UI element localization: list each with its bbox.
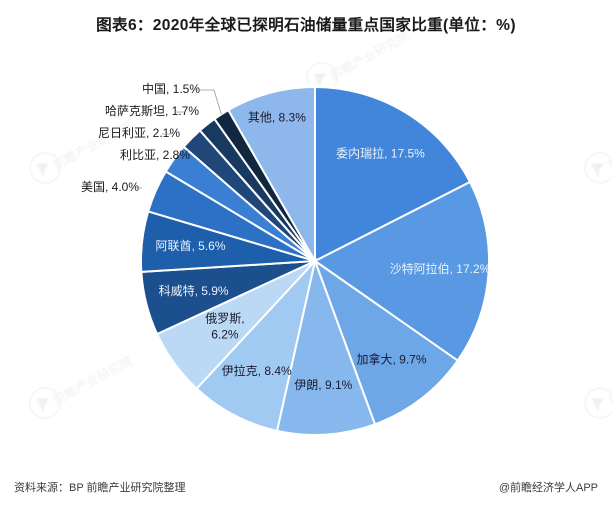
svg-text:尼日利亚, 2.1%: 尼日利亚, 2.1% (98, 126, 180, 140)
svg-text:科威特, 5.9%: 科威特, 5.9% (159, 283, 229, 298)
svg-text:中国, 1.5%: 中国, 1.5% (142, 81, 200, 96)
svg-text:前瞻产业研究院: 前瞻产业研究院 (605, 118, 612, 173)
svg-text:伊朗, 9.1%: 伊朗, 9.1% (294, 378, 352, 392)
svg-text:6.2%: 6.2% (211, 328, 239, 342)
svg-text:伊拉克, 8.4%: 伊拉克, 8.4% (222, 363, 292, 378)
svg-text:前瞻产业研究院: 前瞻产业研究院 (327, 28, 412, 83)
svg-text:利比亚, 2.8%: 利比亚, 2.8% (120, 148, 190, 162)
svg-text:俄罗斯,: 俄罗斯, (205, 312, 244, 326)
svg-text:加拿大, 9.7%: 加拿大, 9.7% (356, 351, 426, 366)
svg-text:前瞻产业研究院: 前瞻产业研究院 (50, 353, 135, 408)
svg-text:美国, 4.0%: 美国, 4.0% (81, 180, 139, 194)
svg-text:前瞻产业研究院: 前瞻产业研究院 (605, 353, 612, 408)
svg-text:沙特阿拉伯, 17.2%: 沙特阿拉伯, 17.2% (390, 261, 491, 276)
svg-text:委内瑞拉, 17.5%: 委内瑞拉, 17.5% (336, 145, 425, 160)
svg-text:阿联酋, 5.6%: 阿联酋, 5.6% (155, 238, 225, 253)
svg-text:哈萨克斯坦, 1.7%: 哈萨克斯坦, 1.7% (105, 104, 199, 118)
svg-text:其他, 8.3%: 其他, 8.3% (248, 110, 306, 124)
